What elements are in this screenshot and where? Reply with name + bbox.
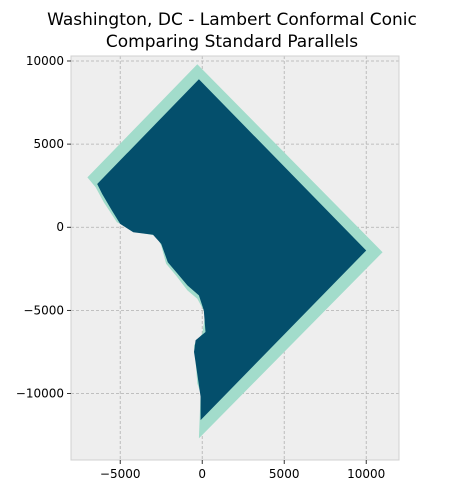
x-tick-label-1: 0 — [198, 467, 206, 481]
tick-layer: −5000 0 5000 10000 10000 5000 0 −5000 −10000 — [16, 54, 386, 481]
chart-title-line-2: Comparing Standard Parallels — [106, 32, 358, 52]
y-tick-label-1: 5000 — [33, 137, 64, 151]
shape-layer — [87, 64, 383, 439]
chart-title-line-1: Washington, DC - Lambert Conformal Conic — [47, 10, 417, 30]
x-tick-label-2: 5000 — [269, 467, 300, 481]
y-tick-label-4: −10000 — [16, 386, 64, 400]
plot-frame — [70, 55, 400, 461]
y-tick-label-3: −5000 — [23, 303, 64, 317]
x-tick-label-3: 10000 — [347, 467, 385, 481]
inner-boundary-shape — [97, 79, 367, 421]
y-tick-label-2: 0 — [56, 220, 64, 234]
x-tick-label-0: −5000 — [100, 467, 141, 481]
y-tick-label-0: 10000 — [26, 54, 64, 68]
